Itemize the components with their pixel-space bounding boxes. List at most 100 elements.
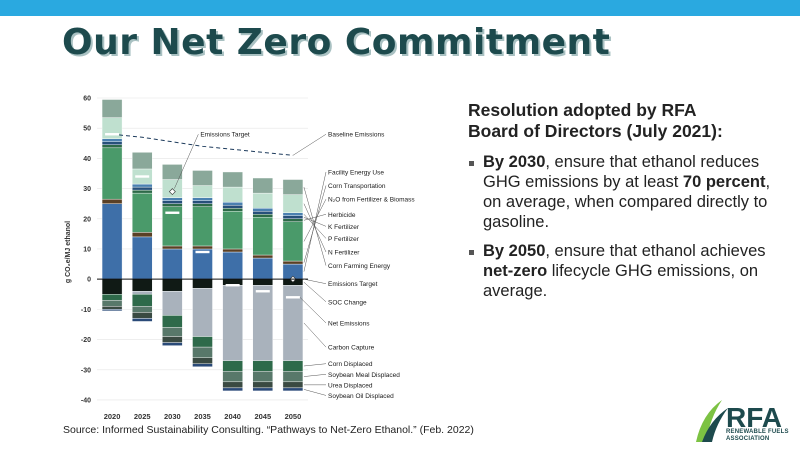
rfa-logo-subtitle-line2: ASSOCIATION (726, 436, 770, 442)
rfa-logo: RFA (696, 400, 782, 442)
bar-segment (132, 306, 153, 313)
bar-segment (222, 248, 243, 253)
bar-segment (132, 192, 153, 233)
net-emissions-label: Net Emissions (328, 320, 370, 327)
x-tick-label: 2040 (224, 412, 241, 421)
bar-segment (162, 248, 183, 280)
bar-segment (132, 152, 153, 170)
bar-segment (252, 208, 273, 212)
bar-segment (252, 214, 273, 218)
bar-segment (101, 306, 123, 310)
bar-segment (162, 342, 183, 346)
series-label-facility-energy-use: Facility Energy Use (328, 169, 384, 176)
series-label-soybean-oil-displaced: Soybean Oil Displaced (328, 393, 394, 400)
bar-segment (252, 381, 273, 389)
chart-overlay (105, 133, 300, 299)
y-tick-label: 20 (83, 216, 91, 223)
bar-segment (282, 215, 304, 219)
annotation-leader (303, 217, 327, 227)
bar-segment (282, 260, 304, 265)
bar-segment (222, 285, 243, 361)
bar-segment (132, 186, 153, 191)
y-tick-label: 40 (83, 156, 91, 163)
net-emissions-marker (285, 296, 300, 299)
emissions-target-label: Emissions Target (200, 132, 250, 139)
y-tick-label: 30 (83, 186, 91, 193)
bar-segment (101, 294, 123, 301)
bar-segment (192, 363, 213, 367)
bar-segment (162, 245, 183, 250)
series-label-urea-displaced: Urea Displaced (328, 382, 373, 389)
emissions-target-zero-label: Emissions Target (328, 281, 378, 288)
bar-segment (101, 278, 123, 295)
rfa-logo-swoosh-icon (696, 400, 722, 442)
bullet-2050-year: By 2050 (483, 242, 546, 260)
y-tick-label: -40 (81, 397, 91, 404)
bar-segment (252, 371, 273, 383)
bar-segment (192, 288, 213, 337)
bar-segment (282, 381, 304, 389)
net-emissions-marker (255, 290, 270, 293)
bullet-2050: By 2050, ensure that ethanol achieves ne… (468, 241, 788, 301)
bar-segment (192, 200, 213, 204)
x-tick-label: 2030 (164, 412, 181, 421)
bar-segment (101, 144, 123, 149)
resolution-heading: Resolution adopted by RFA Board of Direc… (468, 100, 788, 142)
bar-segment (252, 278, 273, 286)
x-tick-label: 2050 (285, 412, 302, 421)
resolution-panel: Resolution adopted by RFA Board of Direc… (468, 100, 788, 310)
bar-segment (222, 387, 243, 392)
bar-segment (162, 336, 183, 343)
bar-segment (282, 194, 304, 213)
chart-bars (101, 99, 304, 392)
bar-segment (192, 206, 213, 247)
chart-labels: Baseline Emissions Emissions Target Facili… (174, 132, 415, 400)
bar-segment (132, 189, 153, 194)
resolution-heading-line1: Resolution adopted by RFA (468, 100, 697, 120)
bar-segment (162, 164, 183, 180)
resolution-bullets: By 2030, ensure that ethanol reduces GHG… (468, 152, 788, 301)
bar-segment (222, 360, 243, 372)
bar-segment (222, 201, 243, 206)
bar-segment (192, 248, 213, 280)
bar-segment (222, 208, 243, 212)
bullet-2030-year: By 2030 (483, 153, 546, 171)
bullet-2030-text-b: , on average, when compared directly to … (483, 173, 771, 231)
annotation-leader (303, 278, 327, 284)
top-accent-bar (0, 0, 800, 16)
bar-segment (192, 245, 213, 250)
net-emissions-marker (105, 133, 120, 136)
annotation-leader (303, 187, 327, 266)
series-label-n-fertilizer: N Fertilizer (328, 250, 360, 257)
x-tick-label: 2025 (134, 412, 151, 421)
bar-segment (132, 294, 153, 307)
bar-segment (252, 360, 273, 372)
bar-segment (101, 138, 123, 142)
annotation-leader (303, 203, 327, 253)
bar-segment (252, 254, 273, 259)
bar-segment (252, 211, 273, 215)
annotation-leader (303, 185, 327, 263)
bar-segment (222, 171, 243, 188)
net-emissions-marker (165, 211, 180, 214)
bar-segment (132, 318, 153, 322)
bar-segment (101, 203, 123, 280)
rfa-logo-swoosh-accent-icon (702, 408, 728, 442)
bar-segment (132, 291, 153, 295)
series-label-n-o-from-fertilizer-biomass: N₂O from Fertilizer & Biomass (328, 197, 415, 204)
bar-segment (252, 177, 273, 194)
bar-segment (252, 285, 273, 361)
chart-axes: 60 50 40 30 20 10 0 -10 -20 -30 -40 g CO₂e/MJ ethan… (65, 96, 308, 421)
resolution-heading-line2: Board of Directors (July 2021): (468, 121, 723, 141)
bar-segment (162, 197, 183, 201)
annotation-leader (303, 322, 327, 348)
net-emissions-marker (135, 175, 150, 178)
bullet-2030: By 2030, ensure that ethanol reduces GHG… (468, 152, 788, 232)
emissions-target-marker (168, 188, 176, 196)
bar-segment (101, 141, 123, 146)
annotation-leader (303, 199, 327, 242)
bar-segment (192, 357, 213, 364)
x-tick-label: 2020 (104, 412, 121, 421)
bar-segment (222, 186, 243, 203)
bar-segment (101, 147, 123, 200)
